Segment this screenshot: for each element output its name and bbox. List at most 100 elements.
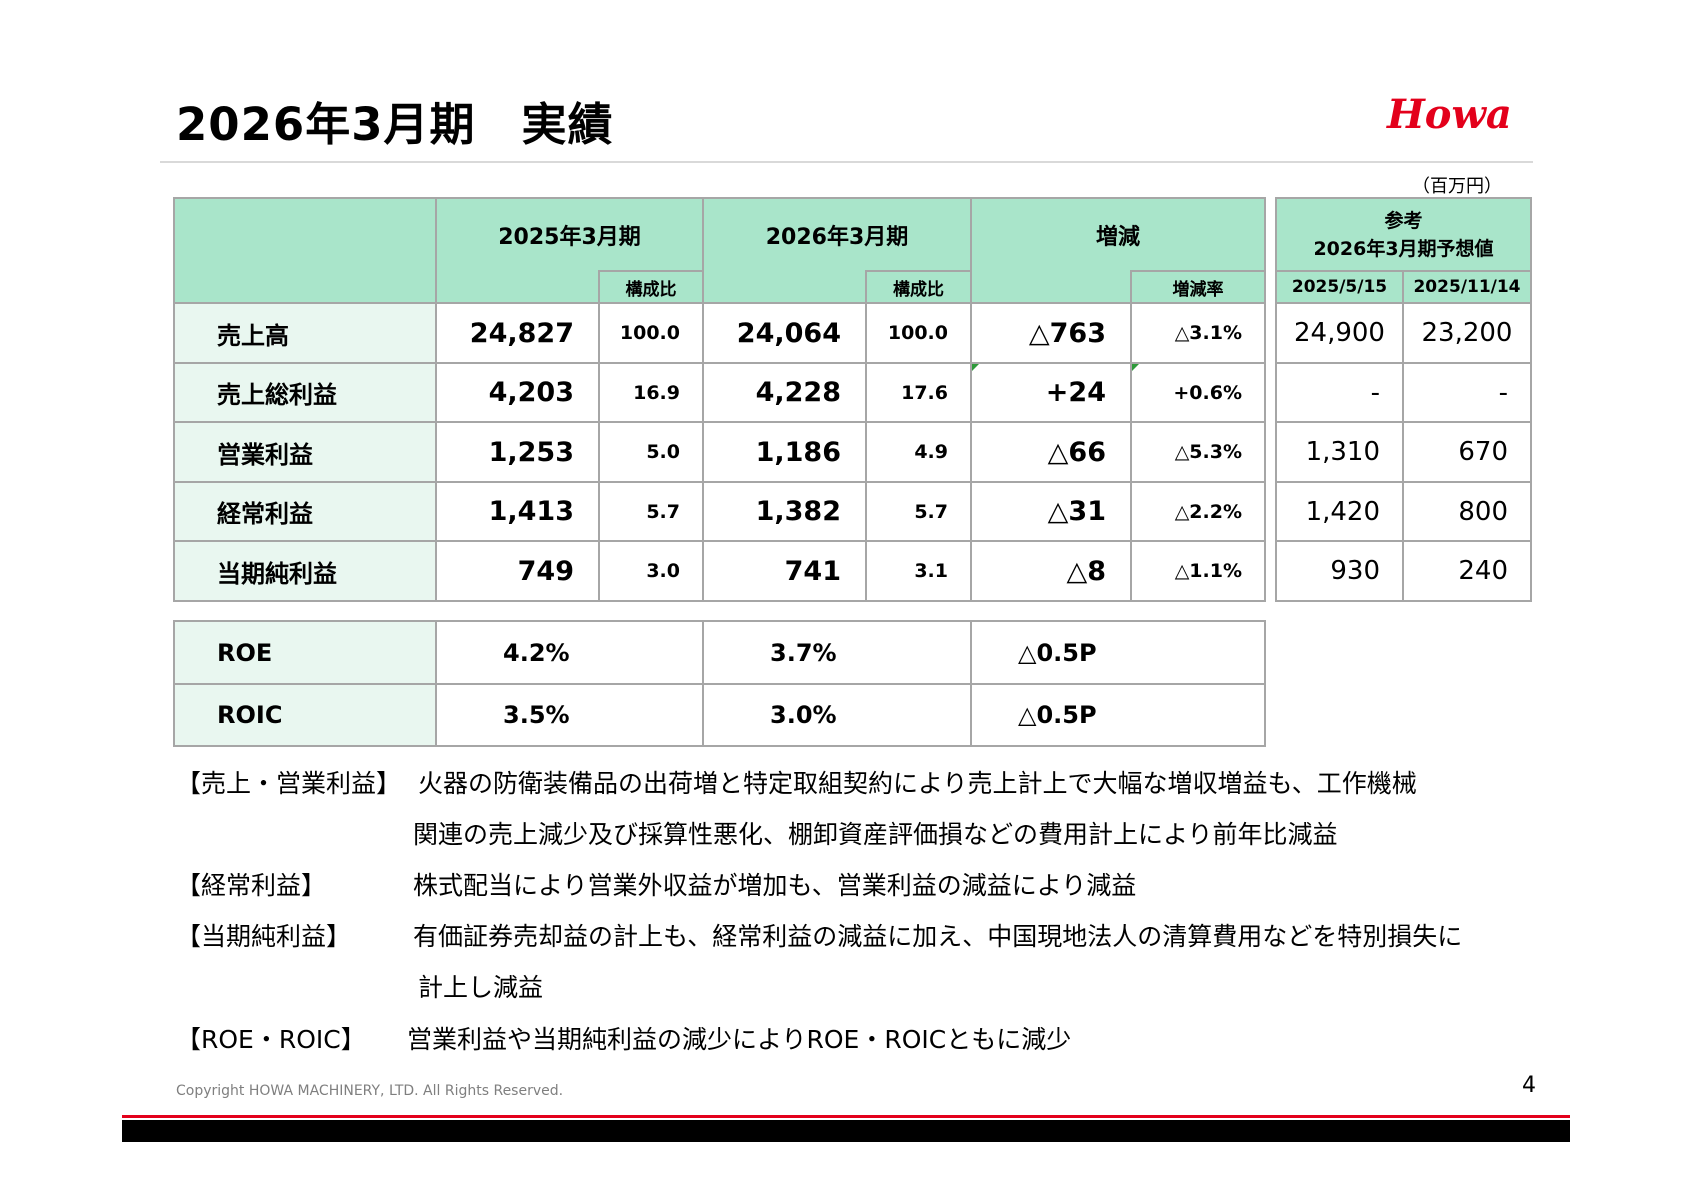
change-value: △8 xyxy=(970,540,1132,602)
change-rate: △3.1% xyxy=(1130,302,1266,364)
table-row: 24,900 23,200 xyxy=(1275,302,1532,364)
forecast-value-2: 800 xyxy=(1402,481,1532,542)
fy2025-ratio: 5.7 xyxy=(598,481,704,542)
kpi-fy2026: 3.0% xyxy=(702,683,972,747)
fy2026-value: 4,228 xyxy=(702,362,867,423)
note-net-label: 【当期純利益】 xyxy=(176,922,352,951)
note-sales-label: 【売上・営業利益】 xyxy=(176,769,402,798)
row-label: 経常利益 xyxy=(173,481,437,542)
copyright-text: Copyright HOWA MACHINERY, LTD. All Right… xyxy=(176,1083,564,1099)
change-rate-text: +0.6% xyxy=(1173,381,1242,404)
note-net-line1: 有価証券売却益の計上も、経常利益の減益に加え、中国現地法人の清算費用などを特別損… xyxy=(413,922,1463,951)
fy2026-ratio: 17.6 xyxy=(865,362,972,423)
header-fy2025: 2025年3月期 xyxy=(435,197,704,271)
kpi-change: △0.5P xyxy=(970,683,1266,747)
kpi-fy2025: 4.2% xyxy=(435,620,704,685)
forecast-date-1: 2025/5/15 xyxy=(1275,270,1404,304)
row-label: 営業利益 xyxy=(173,421,437,483)
logo-text: Howa xyxy=(1386,92,1512,136)
row-label: 当期純利益 xyxy=(173,540,437,602)
fy2025-ratio: 3.0 xyxy=(598,540,704,602)
forecast-value-2: - xyxy=(1402,362,1532,423)
header-fy2025-spacer xyxy=(435,271,599,304)
table-row: 当期純利益 749 3.0 741 3.1 △8 △1.1% xyxy=(173,540,1266,602)
table-row: 1,310 670 xyxy=(1275,421,1532,483)
forecast-value-1: - xyxy=(1275,362,1404,423)
footer-red-line xyxy=(122,1115,1570,1118)
results-table: 2025年3月期 2026年3月期 増減 構成比 構成比 増減率 売上高 24,… xyxy=(173,197,1266,602)
forecast-value-1: 24,900 xyxy=(1275,302,1404,364)
fy2025-value: 1,253 xyxy=(435,421,600,483)
title-divider xyxy=(160,161,1533,163)
note-roe-label: 【ROE・ROIC】 xyxy=(176,1025,366,1054)
table-row: 経常利益 1,413 5.7 1,382 5.7 △31 △2.2% xyxy=(173,481,1266,542)
forecast-header-line1: 参考 xyxy=(1384,209,1423,232)
comment-marker xyxy=(972,364,979,371)
header-change: 増減 xyxy=(970,197,1266,271)
page-number: 4 xyxy=(1522,1073,1536,1098)
change-rate: +0.6% xyxy=(1130,362,1266,423)
note-net-line2: 計上し減益 xyxy=(418,973,544,1002)
footer-black-bar xyxy=(122,1120,1570,1142)
note-ordinary-text: 株式配当により営業外収益が増加も、営業利益の減益により減益 xyxy=(413,871,1137,900)
change-value: △66 xyxy=(970,421,1132,483)
change-value-text: +24 xyxy=(1045,377,1106,408)
fy2026-value: 24,064 xyxy=(702,302,867,364)
forecast-value-1: 930 xyxy=(1275,540,1404,602)
change-value: +24 xyxy=(970,362,1132,423)
header-fy2026-ratio: 構成比 xyxy=(865,270,972,304)
fy2026-ratio: 5.7 xyxy=(865,481,972,542)
header-change-spacer xyxy=(970,271,1131,304)
kpi-fy2026: 3.7% xyxy=(702,620,972,685)
note-sales-line1: 火器の防衛装備品の出荷増と特定取組契約により売上計上で大幅な増収増益も、工作機械 xyxy=(418,769,1417,798)
howa-logo: Howa xyxy=(1386,92,1512,136)
kpi-label: ROE xyxy=(173,620,437,685)
header-fy2025-ratio: 構成比 xyxy=(598,270,704,304)
fy2025-value: 4,203 xyxy=(435,362,600,423)
forecast-table: 参考 2026年3月期予想値 2025/5/15 2025/11/14 24,9… xyxy=(1275,197,1532,602)
note-ordinary-label: 【経常利益】 xyxy=(176,871,327,900)
header-fy2026: 2026年3月期 xyxy=(702,197,972,271)
kpi-label: ROIC xyxy=(173,683,437,747)
change-value: △763 xyxy=(970,302,1132,364)
forecast-value-2: 240 xyxy=(1402,540,1532,602)
fy2026-value: 1,382 xyxy=(702,481,867,542)
change-rate: △5.3% xyxy=(1130,421,1266,483)
fy2025-value: 24,827 xyxy=(435,302,600,364)
fy2026-ratio: 4.9 xyxy=(865,421,972,483)
row-label: 売上高 xyxy=(173,302,437,364)
forecast-value-2: 23,200 xyxy=(1402,302,1532,364)
row-label: 売上総利益 xyxy=(173,362,437,423)
forecast-header-line2: 2026年3月期予想値 xyxy=(1313,237,1494,260)
header-empty xyxy=(173,197,437,304)
table-row: - - xyxy=(1275,362,1532,423)
fy2025-ratio: 5.0 xyxy=(598,421,704,483)
forecast-value-1: 1,420 xyxy=(1275,481,1404,542)
kpi-fy2025: 3.5% xyxy=(435,683,704,747)
fy2025-value: 749 xyxy=(435,540,600,602)
table-row: 営業利益 1,253 5.0 1,186 4.9 △66 △5.3% xyxy=(173,421,1266,483)
forecast-value-2: 670 xyxy=(1402,421,1532,483)
fy2026-ratio: 100.0 xyxy=(865,302,972,364)
fy2025-ratio: 100.0 xyxy=(598,302,704,364)
change-value: △31 xyxy=(970,481,1132,542)
table-row: ROIC 3.5% 3.0% △0.5P xyxy=(173,683,1266,747)
change-rate: △1.1% xyxy=(1130,540,1266,602)
forecast-date-2: 2025/11/14 xyxy=(1402,270,1532,304)
fy2025-value: 1,413 xyxy=(435,481,600,542)
change-rate: △2.2% xyxy=(1130,481,1266,542)
fy2026-value: 741 xyxy=(702,540,867,602)
fy2025-ratio: 16.9 xyxy=(598,362,704,423)
page-title: 2026年3月期 実績 xyxy=(176,98,614,151)
table-row: 売上高 24,827 100.0 24,064 100.0 △763 △3.1% xyxy=(173,302,1266,364)
header-change-rate: 増減率 xyxy=(1130,270,1266,304)
forecast-value-1: 1,310 xyxy=(1275,421,1404,483)
fy2026-ratio: 3.1 xyxy=(865,540,972,602)
forecast-header: 参考 2026年3月期予想値 xyxy=(1275,197,1532,272)
header-fy2026-spacer xyxy=(702,271,866,304)
note-roe-text: 営業利益や当期純利益の減少によりROE・ROICともに減少 xyxy=(407,1025,1072,1054)
table-row: 930 240 xyxy=(1275,540,1532,602)
kpi-change: △0.5P xyxy=(970,620,1266,685)
fy2026-value: 1,186 xyxy=(702,421,867,483)
table-row: ROE 4.2% 3.7% △0.5P xyxy=(173,620,1266,685)
